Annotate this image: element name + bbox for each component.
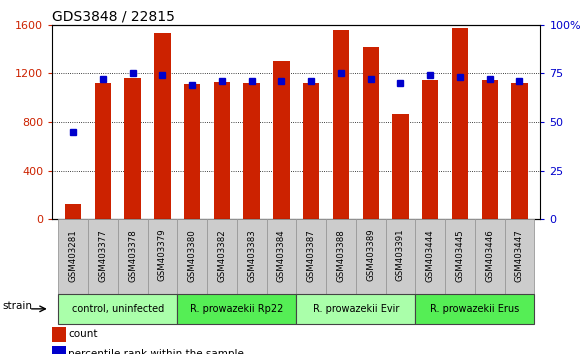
Text: count: count	[68, 330, 98, 339]
Bar	[88, 219, 118, 294]
Bar	[482, 80, 498, 219]
Bar	[207, 219, 237, 294]
Text: GSM403447: GSM403447	[515, 229, 524, 281]
Text: GSM403387: GSM403387	[307, 229, 315, 281]
Bar	[58, 219, 88, 294]
Text: R. prowazekii Erus: R. prowazekii Erus	[431, 304, 519, 314]
Bar	[392, 114, 408, 219]
Text: GSM403388: GSM403388	[336, 229, 346, 281]
Bar	[505, 219, 535, 294]
Bar	[415, 219, 445, 294]
Bar	[386, 219, 415, 294]
Bar	[356, 219, 386, 294]
Text: GSM403378: GSM403378	[128, 229, 137, 281]
Bar	[333, 30, 349, 219]
Bar	[65, 204, 81, 219]
Text: GSM403391: GSM403391	[396, 229, 405, 281]
Bar	[422, 80, 439, 219]
Bar	[95, 83, 111, 219]
Text: R. prowazekii Evir: R. prowazekii Evir	[313, 304, 399, 314]
Text: GSM403379: GSM403379	[158, 229, 167, 281]
Bar	[58, 294, 177, 324]
Bar	[363, 47, 379, 219]
Text: GSM403389: GSM403389	[366, 229, 375, 281]
Bar	[267, 219, 296, 294]
Text: GSM403445: GSM403445	[456, 229, 464, 281]
Text: GSM403444: GSM403444	[426, 229, 435, 281]
Bar	[511, 83, 528, 219]
Bar	[415, 294, 535, 324]
Bar	[326, 219, 356, 294]
Bar	[118, 219, 148, 294]
Bar	[243, 83, 260, 219]
Bar	[452, 28, 468, 219]
Text: R. prowazekii Rp22: R. prowazekii Rp22	[190, 304, 284, 314]
Bar	[52, 327, 66, 342]
Bar	[177, 219, 207, 294]
Bar	[296, 294, 415, 324]
Bar	[148, 219, 177, 294]
Bar	[177, 294, 296, 324]
Bar	[475, 219, 505, 294]
Text: GSM403380: GSM403380	[188, 229, 196, 281]
Bar	[273, 61, 289, 219]
Text: control, uninfected: control, uninfected	[71, 304, 164, 314]
Text: percentile rank within the sample: percentile rank within the sample	[68, 349, 244, 354]
Bar	[214, 82, 230, 219]
Text: GSM403384: GSM403384	[277, 229, 286, 281]
Bar	[237, 219, 267, 294]
Bar	[154, 33, 171, 219]
Bar	[184, 84, 200, 219]
Bar	[124, 78, 141, 219]
Text: strain: strain	[3, 301, 33, 311]
Text: GSM403383: GSM403383	[247, 229, 256, 281]
Text: GSM403281: GSM403281	[69, 229, 78, 281]
Bar	[445, 219, 475, 294]
Text: GSM403446: GSM403446	[485, 229, 494, 281]
Bar	[296, 219, 326, 294]
Bar	[303, 83, 320, 219]
Text: GSM403382: GSM403382	[217, 229, 227, 281]
Text: GDS3848 / 22815: GDS3848 / 22815	[52, 10, 175, 24]
Text: GSM403377: GSM403377	[98, 229, 107, 281]
Bar	[52, 346, 66, 354]
